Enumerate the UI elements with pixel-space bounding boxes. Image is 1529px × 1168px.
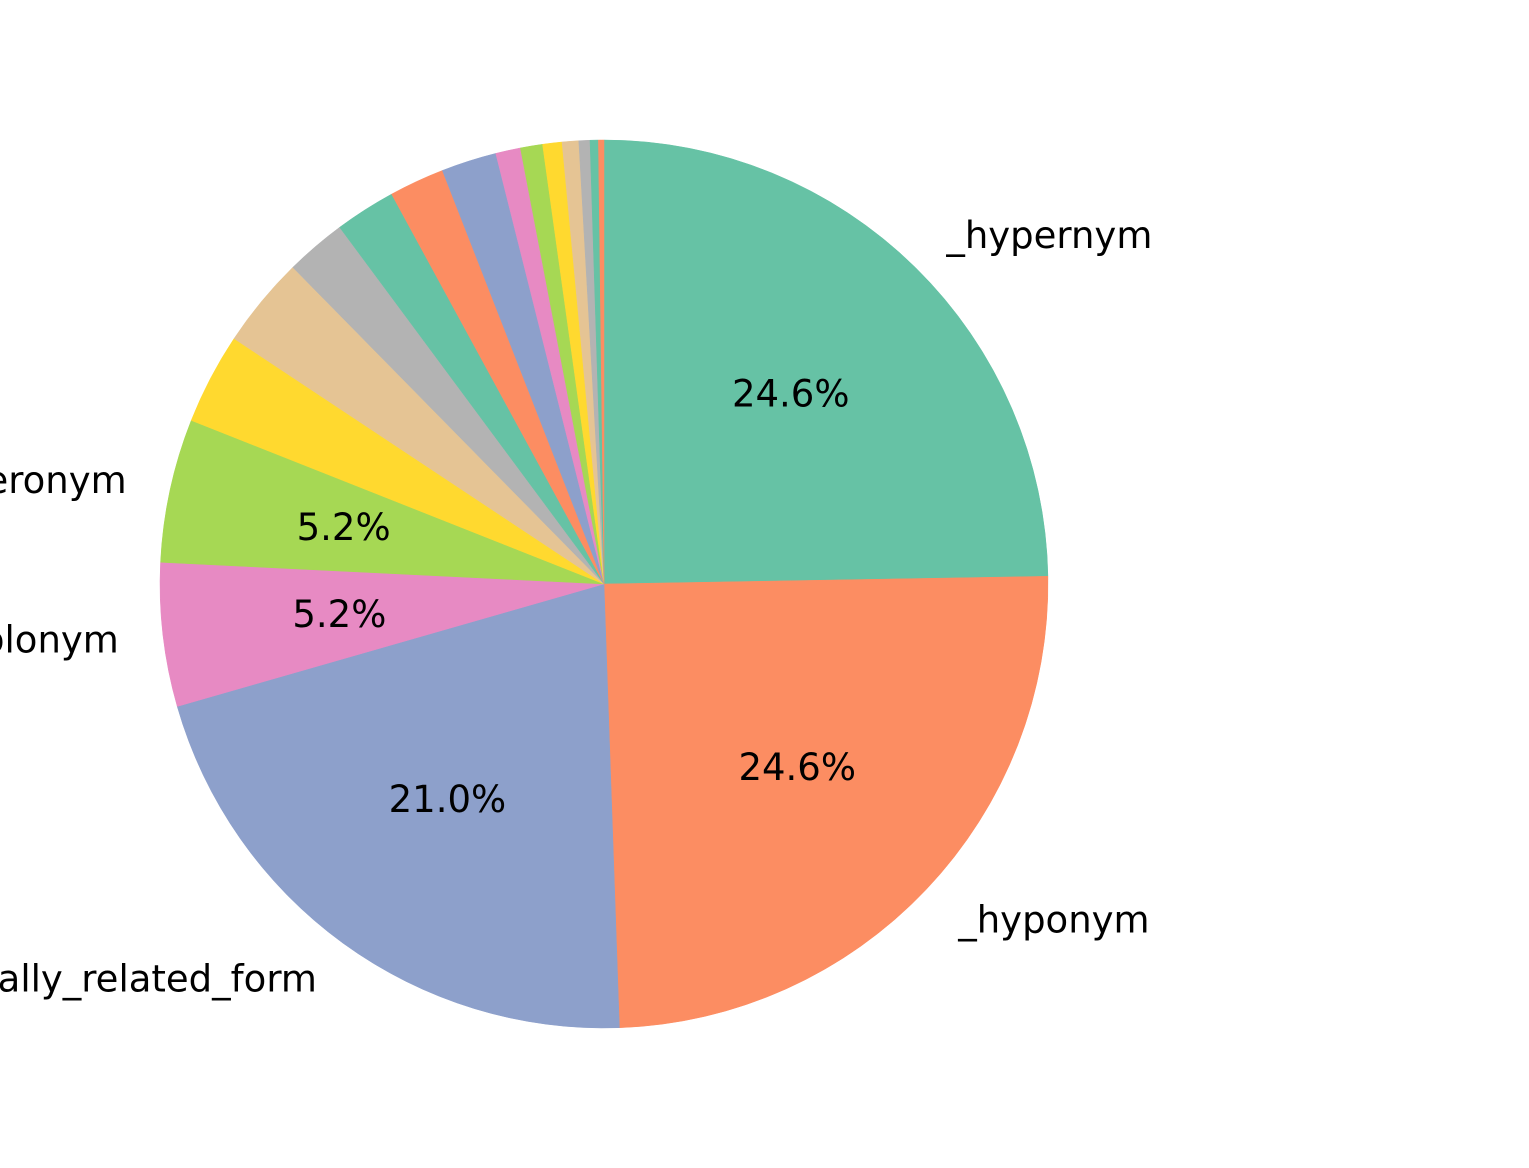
pie-slices [159,139,1049,1029]
pie-slice [176,583,620,1029]
pie-slice [603,139,1049,585]
slice-percent-label: 24.6% [738,746,856,789]
pie-slice [159,562,605,707]
percent-labels: 24.6% 24.6% 21.0% 5.2% 5.2% [292,372,856,821]
slice-percent-label: 5.2% [297,506,391,549]
slice-percent-label: 24.6% [732,372,850,415]
slice-label: _hypernym [945,214,1152,257]
pie-slice [160,420,605,585]
slice-percent-label: 5.2% [292,593,386,636]
slice-label: _derivationally_related_form [0,958,317,1001]
slice-label: _member_holonym [0,619,119,662]
slice-percent-label: 21.0% [389,778,507,821]
pie-slice [598,139,605,585]
pie-slice [603,576,1049,1028]
slice-labels: _hypernym _hyponym _derivationally_related… [0,214,1152,1000]
slice-label: _hyponym [957,899,1149,942]
slice-label: _member_meronym [0,459,127,502]
